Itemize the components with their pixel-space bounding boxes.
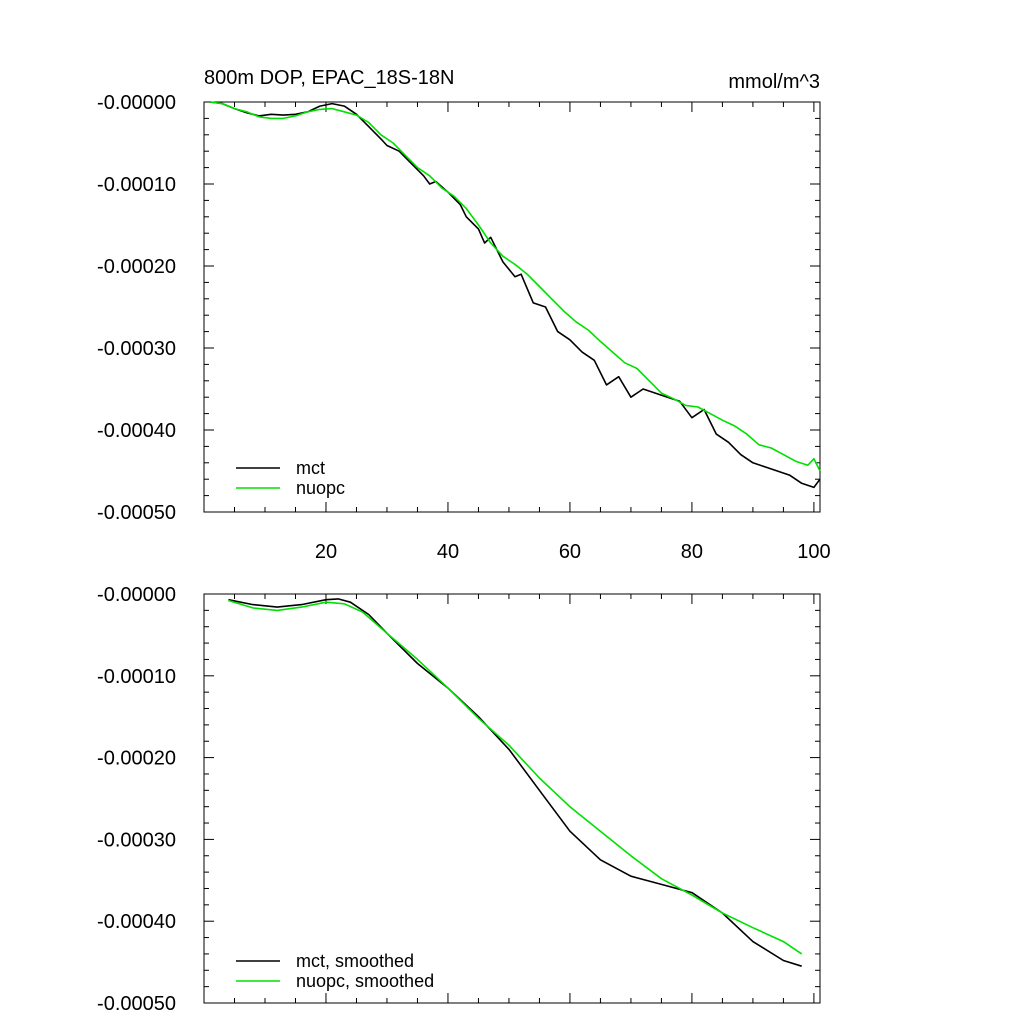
bottom-panel: -0.00000 -0.00010 -0.00020 -0.00030 -0.00040…	[97, 584, 821, 1015]
y-tick-label: -0.00020	[97, 748, 176, 770]
y-tick-label: -0.00000	[97, 92, 176, 114]
x-tick-label: 80	[681, 541, 703, 563]
y-tick-label: -0.00010	[97, 174, 176, 196]
legend-label: nuopc	[296, 478, 345, 498]
bottom-panel-plot: -0.00000 -0.00010 -0.00020 -0.00030 -0.00040…	[97, 584, 821, 1015]
x-tick-label: 60	[559, 541, 581, 563]
top-panel-units: mmol/m^3	[728, 71, 820, 93]
series-line-nuopc	[209, 101, 821, 472]
y-tick-label: -0.00040	[97, 911, 176, 933]
y-tick-label: -0.00030	[97, 829, 176, 851]
legend-label: nuopc, smoothed	[296, 971, 434, 991]
y-tick-label: -0.00030	[97, 338, 176, 360]
legend-label: mct, smoothed	[296, 951, 414, 971]
legend-label: mct	[296, 458, 325, 478]
top-panel: 800m DOP, EPAC_18S-18N mmol/m^3 -0.00000…	[97, 67, 831, 563]
series-line-mct	[209, 101, 821, 489]
x-tick-label: 40	[437, 541, 459, 563]
series-line-mct-smoothed	[228, 598, 802, 967]
y-tick-label: -0.00050	[97, 502, 176, 524]
x-tick-label: 20	[315, 541, 337, 563]
y-tick-label: -0.00050	[97, 993, 176, 1015]
y-tick-label: -0.00020	[97, 256, 176, 278]
top-panel-title: 800m DOP, EPAC_18S-18N	[204, 67, 455, 89]
plot-frame	[203, 593, 821, 1004]
x-tick-label: 100	[797, 541, 830, 563]
series-line-nuopc-smoothed	[228, 599, 803, 955]
y-tick-label: -0.00010	[97, 666, 176, 688]
y-tick-label: -0.00000	[97, 584, 176, 606]
y-tick-label: -0.00040	[97, 420, 176, 442]
plot-frame	[203, 101, 821, 513]
top-panel-plot: -0.00000 -0.00010 -0.00020 -0.00030 -0.00040…	[97, 92, 831, 563]
